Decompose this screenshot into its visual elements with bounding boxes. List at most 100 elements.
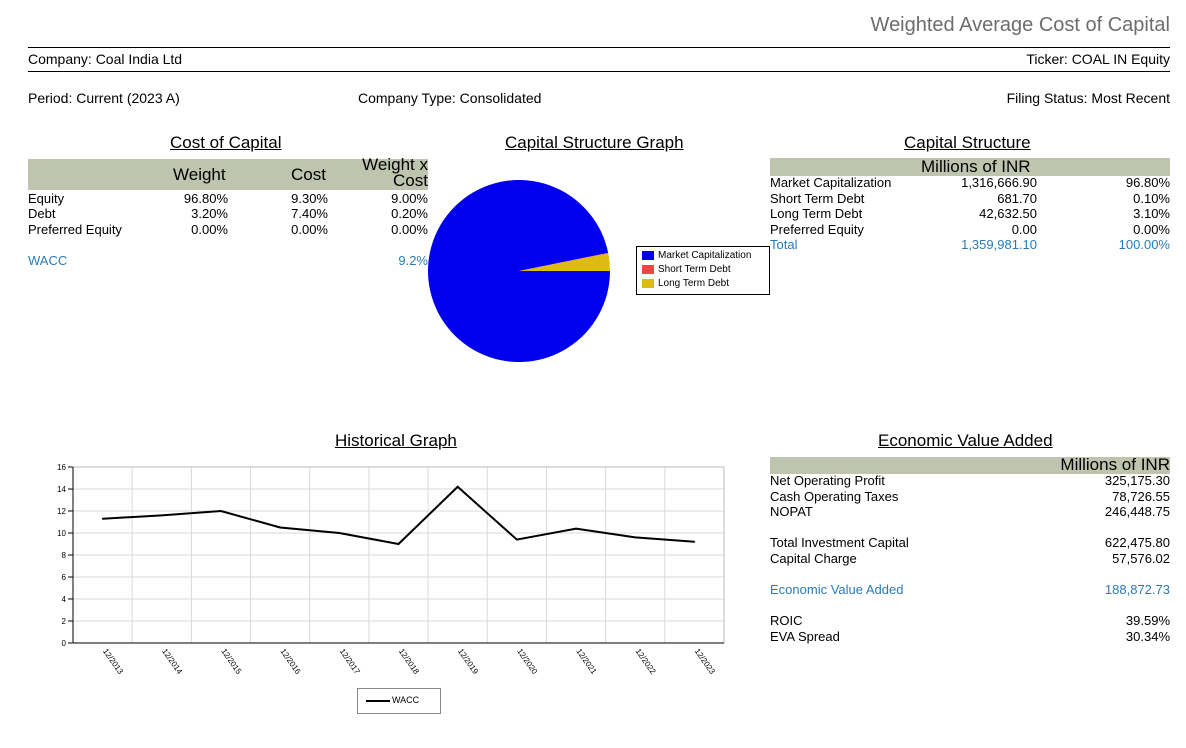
row-weight: 0.00% bbox=[191, 222, 228, 237]
capital-structure-header-band: Millions of INR bbox=[770, 157, 1170, 176]
cost-of-capital-header-band: Weight Cost Weight x Cost bbox=[28, 155, 428, 190]
row-value: 681.70 bbox=[997, 191, 1037, 206]
col-cost-header: Cost bbox=[291, 165, 326, 184]
company-label: Company: Coal India Ltd bbox=[28, 51, 183, 67]
legend-line-swatch bbox=[366, 700, 390, 702]
x-tick-label: 12/2023 bbox=[693, 647, 717, 676]
legend-swatch-market-cap bbox=[642, 251, 654, 260]
pie-chart bbox=[428, 179, 610, 362]
line-chart: 0 2 4 6 8 10 12 14 16 12/2013 12/2014 12/2015 12/201… bbox=[57, 463, 725, 676]
total-value: 1,359,981.10 bbox=[961, 237, 1037, 252]
x-tick-label: 12/2017 bbox=[338, 647, 362, 676]
filing-status-label: Filing Status: Most Recent bbox=[1006, 90, 1170, 106]
y-tick-label: 4 bbox=[62, 595, 67, 604]
row-label: Debt bbox=[28, 206, 56, 221]
data-point bbox=[516, 538, 518, 541]
x-tick-label: 12/2016 bbox=[278, 647, 302, 676]
legend-swatch-long-term-debt bbox=[642, 279, 654, 288]
row-wxc: 9.00% bbox=[391, 191, 428, 206]
row-label: Total Investment Capital bbox=[770, 535, 909, 550]
row-wxc: 0.20% bbox=[391, 206, 428, 221]
legend-label: Market Capitalization bbox=[658, 250, 752, 261]
data-point bbox=[101, 517, 104, 520]
y-tick-label: 0 bbox=[62, 639, 67, 648]
row-pct: 0.00% bbox=[1133, 222, 1170, 237]
row-value: 78,726.55 bbox=[1112, 489, 1170, 504]
historical-graph-title: Historical Graph bbox=[335, 431, 457, 450]
table-row: Equity bbox=[28, 191, 64, 206]
row-cost: 7.40% bbox=[291, 206, 328, 221]
legend-label: Short Term Debt bbox=[658, 264, 731, 275]
x-tick-label: 12/2014 bbox=[160, 647, 184, 676]
units-label: Millions of INR bbox=[1060, 455, 1170, 474]
row-label: Equity bbox=[28, 191, 65, 206]
x-tick-label: 12/2022 bbox=[634, 647, 658, 676]
col-weight-x-cost-header: Weight x Cost bbox=[362, 155, 428, 190]
row-label: ROIC bbox=[770, 613, 803, 628]
pie-legend: Market Capitalization Short Term Debt Lo… bbox=[636, 246, 770, 295]
data-point bbox=[693, 541, 696, 543]
capital-structure-graph-title: Capital Structure Graph bbox=[505, 133, 684, 152]
x-tick-label: 12/2013 bbox=[101, 647, 125, 676]
row-weight: 96.80% bbox=[183, 191, 228, 206]
company-type-label: Company Type: Consolidated bbox=[358, 90, 542, 106]
y-tick-label: 12 bbox=[57, 507, 66, 516]
col-weight-header: Weight bbox=[173, 165, 226, 184]
header-divider-2 bbox=[28, 71, 1170, 72]
y-tick-label: 16 bbox=[57, 463, 66, 472]
data-point bbox=[397, 543, 400, 545]
row-label: Cash Operating Taxes bbox=[770, 489, 899, 504]
row-value: 622,475.80 bbox=[1104, 535, 1170, 550]
row-value: 0.00 bbox=[1011, 222, 1037, 237]
eva-label: Economic Value Added bbox=[770, 582, 904, 597]
total-pct: 100.00% bbox=[1118, 237, 1170, 252]
row-label: Market Capitalization bbox=[770, 175, 892, 190]
row-label: EVA Spread bbox=[770, 629, 840, 644]
eva-value: 188,872.73 bbox=[1104, 582, 1170, 597]
y-tick-label: 6 bbox=[62, 573, 67, 582]
row-label: Net Operating Profit bbox=[770, 473, 885, 488]
pie-slice-market-capitalization bbox=[428, 179, 610, 362]
cost-of-capital-title: Cost of Capital bbox=[170, 133, 282, 152]
row-label: Short Term Debt bbox=[770, 191, 865, 206]
total-label: Total bbox=[770, 237, 798, 252]
legend-swatch-short-term-debt bbox=[642, 265, 654, 274]
wacc-value: 9.2% bbox=[398, 253, 428, 268]
row-cost: 9.30% bbox=[291, 191, 328, 206]
period-label: Period: Current (2023 A) bbox=[28, 90, 180, 106]
x-tick-label: 12/2021 bbox=[574, 647, 598, 676]
x-tick-label: 12/2018 bbox=[397, 647, 421, 676]
data-point bbox=[279, 526, 281, 529]
row-pct: 0.10% bbox=[1133, 191, 1170, 206]
data-point bbox=[220, 510, 222, 512]
page-title: Weighted Average Cost of Capital bbox=[870, 14, 1170, 36]
row-weight: 3.20% bbox=[191, 206, 228, 221]
header-divider bbox=[28, 47, 1170, 48]
row-value: 39.59% bbox=[1125, 613, 1170, 628]
pie-slice-long-term-debt bbox=[519, 253, 610, 271]
row-label: Preferred Equity bbox=[28, 222, 122, 237]
row-value: 325,175.30 bbox=[1104, 473, 1170, 488]
line-chart-legend: WACC bbox=[357, 688, 441, 714]
row-value: 246,448.75 bbox=[1104, 504, 1170, 519]
row-pct: 96.80% bbox=[1125, 175, 1170, 190]
row-pct: 3.10% bbox=[1133, 206, 1170, 221]
y-tick-label: 10 bbox=[57, 529, 66, 538]
row-label: NOPAT bbox=[770, 504, 813, 519]
eva-header-band: Millions of INR bbox=[770, 455, 1170, 474]
eva-title: Economic Value Added bbox=[878, 431, 1053, 450]
y-tick-label: 14 bbox=[57, 485, 66, 494]
wacc-label: WACC bbox=[28, 253, 68, 268]
data-point bbox=[160, 514, 163, 517]
y-tick-label: 8 bbox=[62, 551, 67, 560]
row-label: Preferred Equity bbox=[770, 222, 864, 237]
row-label: Capital Charge bbox=[770, 551, 857, 566]
pie-slice-short-term-debt bbox=[519, 252, 609, 271]
row-value: 30.34% bbox=[1125, 629, 1170, 644]
row-value: 1,316,666.90 bbox=[961, 175, 1037, 190]
data-point bbox=[575, 527, 577, 530]
legend-label: Long Term Debt bbox=[658, 278, 729, 289]
row-cost: 0.00% bbox=[291, 222, 328, 237]
x-tick-label: 12/2015 bbox=[219, 647, 243, 676]
row-value: 57,576.02 bbox=[1112, 551, 1170, 566]
